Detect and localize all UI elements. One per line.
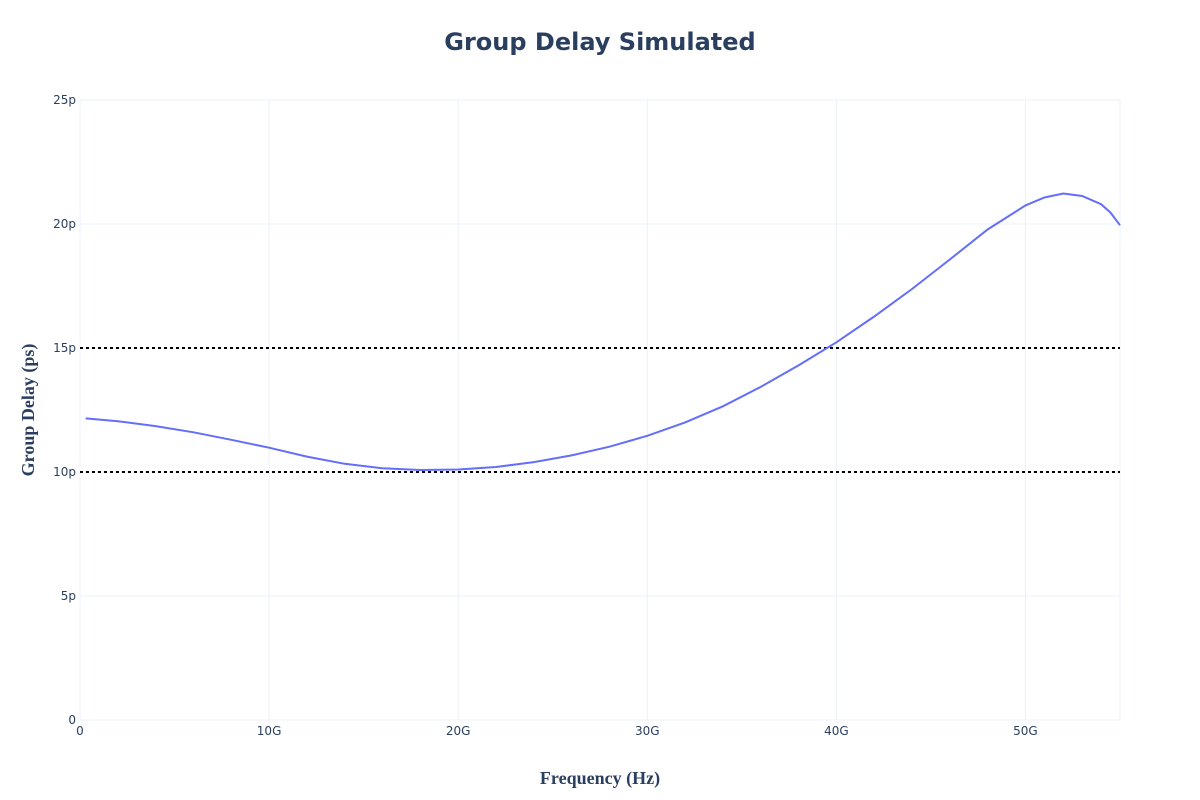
y-tick-label: 0 [68,713,76,727]
x-axis-title: Frequency (Hz) [540,768,660,789]
y-tick-label: 15p [53,341,76,355]
group-delay-line [85,192,1121,472]
y-axis-ticks: 0 5p 10p 15p 20p 25p [53,93,76,727]
x-tick-label: 30G [635,724,660,738]
x-tick-label: 20G [446,724,471,738]
x-tick-label: 40G [824,724,849,738]
y-tick-label: 10p [53,465,76,479]
y-axis-title: Group Delay (ps) [18,344,39,477]
y-tick-label: 5p [61,589,76,603]
x-tick-label: 0 [76,724,84,738]
x-axis-ticks: 0 10G 20G 30G 40G 50G [76,724,1038,738]
x-tick-label: 50G [1013,724,1038,738]
x-tick-label: 10G [257,724,282,738]
trace-layer [85,192,1121,472]
chart-title: Group Delay Simulated [444,28,755,56]
reference-lines [80,347,1120,473]
y-tick-label: 25p [53,93,76,107]
y-tick-label: 20p [53,217,76,231]
